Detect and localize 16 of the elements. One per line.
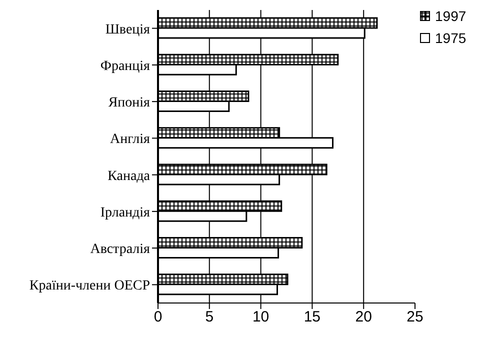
y-tick-label: Японія bbox=[108, 96, 151, 111]
y-tick-label: Країни-члени ОЕСР bbox=[29, 278, 150, 294]
x-tick-label: 5 bbox=[205, 308, 214, 326]
x-tick-label: 15 bbox=[304, 308, 321, 326]
legend-label: 1997 bbox=[435, 8, 466, 24]
x-tick-label: 10 bbox=[252, 308, 270, 326]
x-tick-label: 20 bbox=[355, 308, 372, 326]
y-tick-label: Канада bbox=[108, 168, 151, 184]
x-tick-label: 25 bbox=[406, 308, 424, 326]
y-tick-label: Англія bbox=[110, 132, 151, 148]
y-tick-label: Австралія bbox=[90, 242, 151, 258]
y-tick-label: Швеція bbox=[105, 22, 151, 38]
y-tick-label: Ірландія bbox=[100, 205, 151, 220]
x-tick-label: 0 bbox=[154, 308, 162, 326]
legend-label: 1975 bbox=[435, 30, 466, 46]
y-tick-label: Франція bbox=[100, 58, 151, 74]
